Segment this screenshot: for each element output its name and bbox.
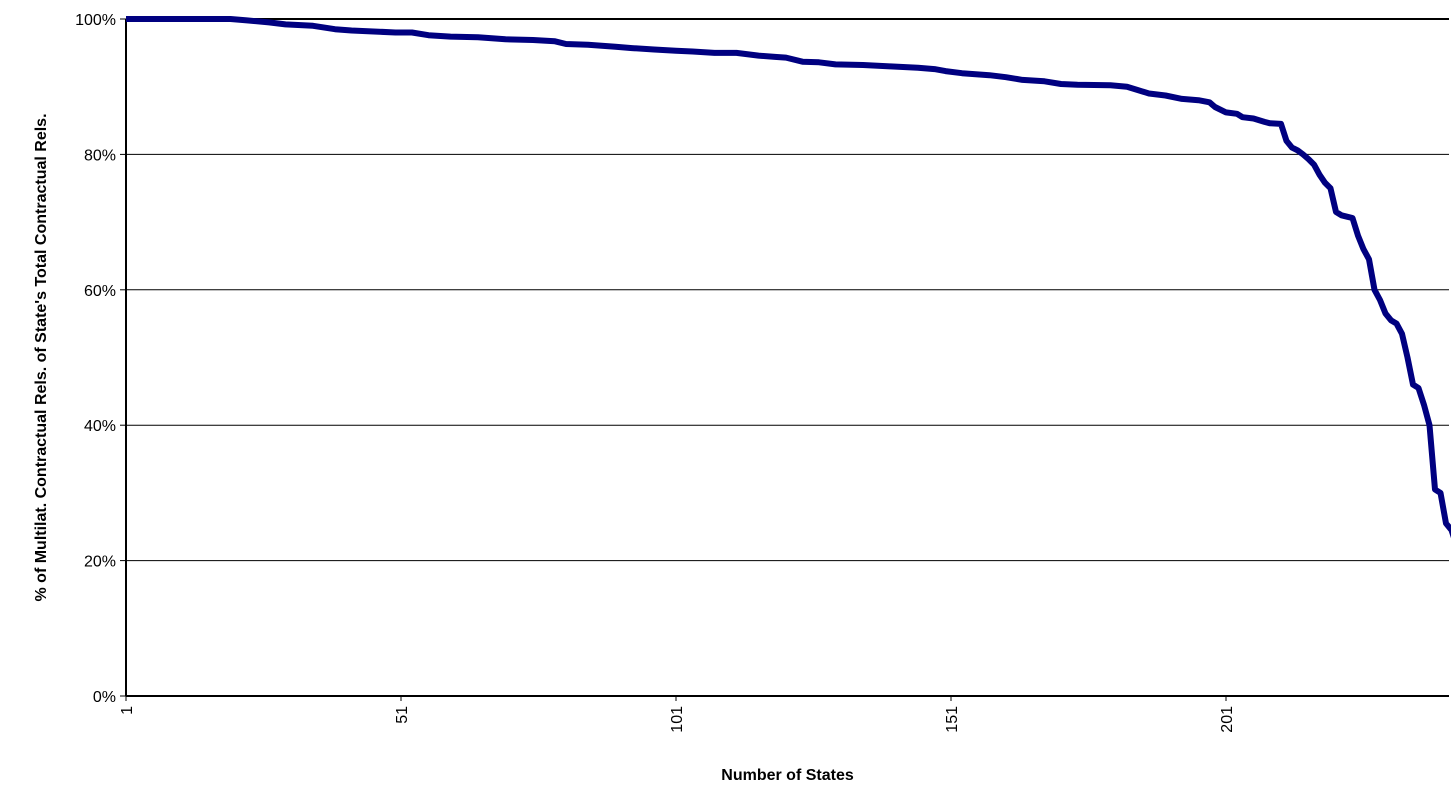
series-layer	[126, 16, 1451, 539]
x-tick-label: 101	[669, 706, 686, 733]
x-tick-label: 1	[119, 706, 136, 715]
gridlines	[126, 153, 1449, 562]
y-axis-ticks: 0% 20% 40% 60% 80% 100%	[75, 12, 126, 706]
x-tick-label: 201	[1219, 706, 1236, 733]
series-line-0	[126, 16, 1451, 539]
y-tick-label: 60%	[84, 283, 116, 300]
x-axis-ticks: 1 51 101 151 201	[119, 696, 1236, 733]
x-tick-label: 151	[944, 706, 961, 733]
x-axis-title: Number of States	[721, 767, 854, 784]
x-tick-label: 51	[394, 706, 411, 724]
y-tick-label: 40%	[84, 418, 116, 435]
y-tick-label: 0%	[93, 689, 116, 706]
y-axis-title: % of Multilat. Contractual Rels. of Stat…	[33, 113, 50, 601]
plot-frame	[125, 18, 1449, 697]
y-tick-label: 80%	[84, 147, 116, 164]
y-tick-label: 20%	[84, 554, 116, 571]
y-tick-label: 100%	[75, 12, 116, 29]
